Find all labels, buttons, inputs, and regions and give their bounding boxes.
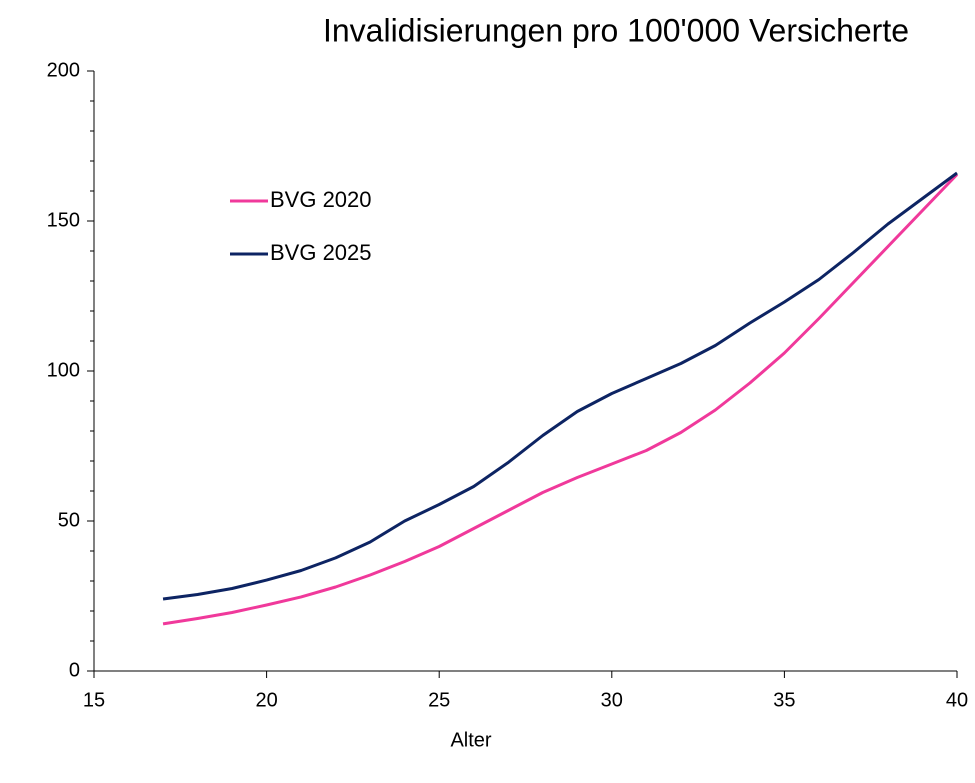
y-tick-label: 0	[69, 659, 80, 681]
x-tick-label: 20	[255, 689, 277, 711]
y-tick-label: 100	[47, 359, 80, 381]
x-tick-label: 15	[83, 689, 105, 711]
series-line	[162, 171, 958, 601]
y-tick-label: 200	[47, 59, 80, 81]
chart-title: Invalidisierungen pro 100'000 Versichert…	[323, 12, 909, 48]
series-line	[162, 173, 959, 626]
legend-label: BVG 2020	[270, 187, 372, 212]
x-tick-label: 30	[601, 689, 623, 711]
legend-label: BVG 2025	[270, 240, 372, 265]
y-tick-label: 50	[58, 509, 80, 531]
x-tick-label: 25	[428, 689, 450, 711]
y-tick-label: 150	[47, 209, 80, 231]
x-axis-label: Alter	[450, 729, 491, 751]
x-tick-label: 40	[946, 689, 968, 711]
x-tick-label: 35	[773, 689, 795, 711]
